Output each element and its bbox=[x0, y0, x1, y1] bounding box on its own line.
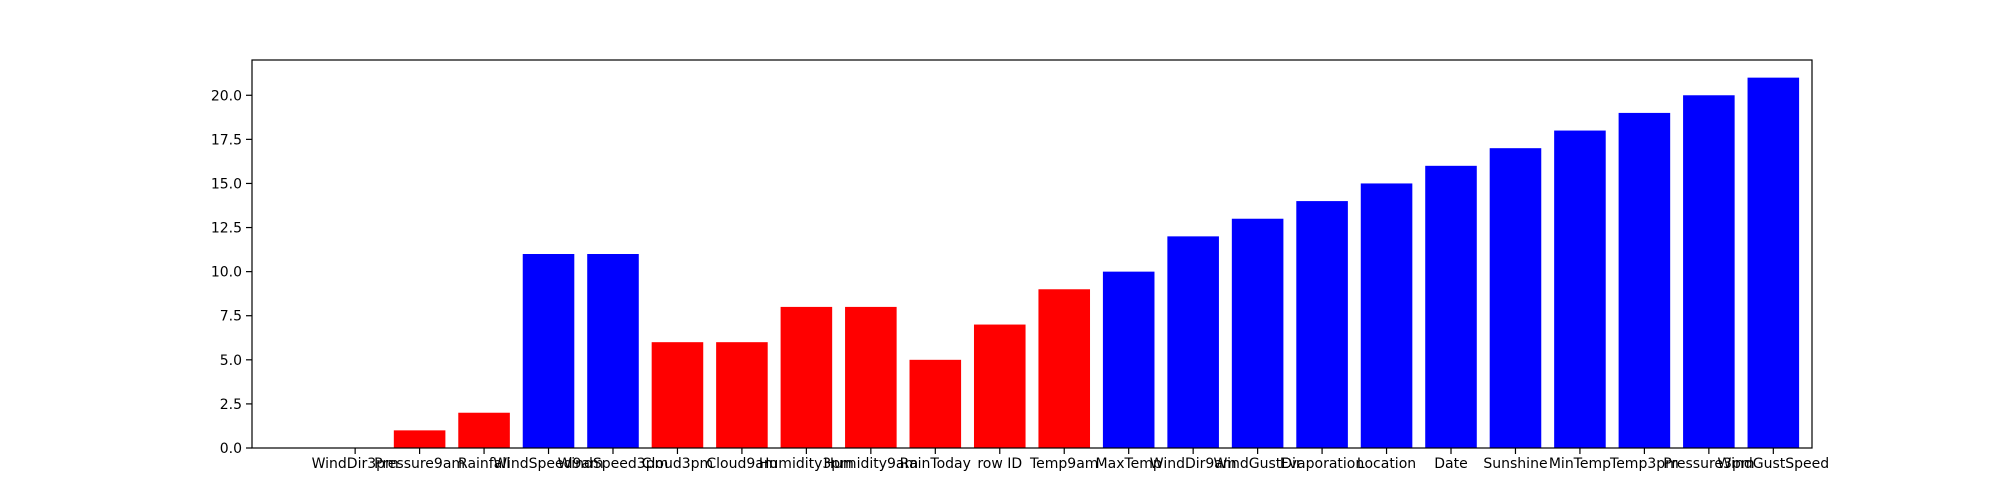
y-tick-label-4: 10.0 bbox=[211, 265, 242, 281]
x-tick-label-7: Humidity3pm bbox=[759, 456, 854, 472]
bar-13 bbox=[1167, 236, 1219, 448]
bar-12 bbox=[1102, 271, 1155, 448]
x-tick-label-16: Location bbox=[1357, 456, 1416, 472]
bar-7 bbox=[780, 306, 833, 448]
y-tick-label-5: 12.5 bbox=[211, 221, 242, 237]
bars-layer bbox=[393, 77, 1800, 449]
x-tick-label-15: Evaporation bbox=[1280, 456, 1364, 472]
bar-1 bbox=[393, 430, 446, 448]
bar-3 bbox=[522, 254, 575, 448]
x-tick-label-11: Temp9am bbox=[1029, 456, 1098, 472]
y-tick-label-8: 20.0 bbox=[211, 88, 242, 104]
x-tick-label-3: WindSpeed9am bbox=[493, 456, 603, 472]
bar-17 bbox=[1425, 165, 1477, 448]
x-tick-label-8: Humidity9am bbox=[824, 456, 919, 472]
y-tick-label-2: 5.0 bbox=[220, 353, 242, 369]
bar-22 bbox=[1747, 77, 1800, 448]
x-tick-label-14: WindGustDir bbox=[1214, 456, 1302, 472]
x-tick-label-21: Pressure3pm bbox=[1663, 456, 1754, 472]
x-tick-label-12: MaxTemp bbox=[1096, 456, 1162, 472]
x-tick-label-4: WindSpeed3pm bbox=[558, 456, 669, 472]
bar-18 bbox=[1489, 148, 1542, 448]
axes-layer: 0.0 2.5 5.0 7.5 10.0 12.5 15.0 17.5 20.0 WindDir3… bbox=[211, 59, 1830, 472]
bar-5 bbox=[651, 342, 704, 448]
y-tick-label-3: 7.5 bbox=[220, 309, 242, 325]
x-tick-label-6: Cloud9am bbox=[706, 456, 777, 472]
bar-14 bbox=[1231, 218, 1284, 448]
x-tick-label-20: Temp3pm bbox=[1609, 456, 1679, 472]
bar-11 bbox=[1038, 289, 1091, 448]
x-tick-label-22: WindGustSpeed bbox=[1718, 456, 1830, 472]
y-tick-label-6: 15.0 bbox=[211, 176, 242, 192]
x-tick-label-0: WindDir3pm bbox=[312, 456, 399, 472]
y-tick-label-7: 17.5 bbox=[211, 132, 242, 148]
x-tick-label-13: WindDir9am bbox=[1150, 456, 1237, 472]
x-tick-label-1: Pressure9am bbox=[374, 456, 465, 472]
x-tick-label-5: Cloud3pm bbox=[642, 456, 713, 472]
x-tick-label-19: MinTemp bbox=[1549, 456, 1611, 472]
x-tick-label-10: row ID bbox=[977, 456, 1022, 472]
bar-4 bbox=[587, 254, 639, 448]
y-tick-label-1: 2.5 bbox=[220, 397, 242, 413]
x-tick-label-17: Date bbox=[1434, 456, 1467, 472]
bar-16 bbox=[1360, 183, 1413, 448]
bar-21 bbox=[1683, 95, 1735, 449]
x-tick-label-9: RainToday bbox=[900, 456, 971, 472]
bar-15 bbox=[1296, 201, 1348, 448]
y-tick-label-0: 0.0 bbox=[220, 441, 242, 457]
bar-2 bbox=[458, 412, 510, 448]
x-tick-label-18: Sunshine bbox=[1483, 456, 1547, 472]
bar-8 bbox=[845, 306, 897, 448]
x-tick-label-2: Rainfall bbox=[458, 456, 510, 472]
bar-9 bbox=[909, 359, 962, 448]
bar-6 bbox=[716, 342, 768, 448]
bar-19 bbox=[1554, 130, 1606, 449]
plot-frame bbox=[251, 59, 1813, 449]
bar-20 bbox=[1618, 112, 1671, 448]
bar-10 bbox=[973, 324, 1026, 448]
